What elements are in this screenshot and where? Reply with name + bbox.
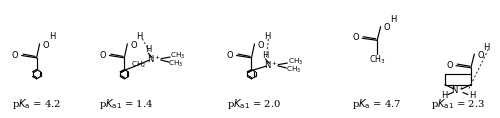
Text: O: O bbox=[226, 51, 234, 60]
Text: O: O bbox=[100, 51, 106, 60]
Text: O: O bbox=[477, 51, 484, 60]
Text: H: H bbox=[390, 15, 396, 24]
Text: p$K_\mathrm{a}$ = 4.2: p$K_\mathrm{a}$ = 4.2 bbox=[12, 97, 61, 112]
Text: H: H bbox=[49, 32, 55, 41]
Text: H: H bbox=[483, 43, 490, 52]
Text: H: H bbox=[262, 51, 268, 60]
Text: p$K_\mathrm{a1}$ = 1.4: p$K_\mathrm{a1}$ = 1.4 bbox=[99, 97, 154, 112]
Text: CH$_3$: CH$_3$ bbox=[286, 65, 301, 75]
Text: CH$_3$: CH$_3$ bbox=[170, 51, 186, 61]
Text: CH$_3$: CH$_3$ bbox=[288, 57, 303, 67]
Text: O: O bbox=[12, 51, 18, 60]
Text: CH$_3$: CH$_3$ bbox=[168, 59, 184, 69]
Text: O: O bbox=[384, 23, 390, 32]
Text: CH$_2$: CH$_2$ bbox=[130, 59, 146, 70]
Text: H: H bbox=[441, 91, 447, 100]
Text: O: O bbox=[257, 40, 264, 50]
Text: H: H bbox=[468, 91, 475, 100]
Text: H: H bbox=[264, 32, 270, 41]
Text: p$K_\mathrm{a}$ = 4.7: p$K_\mathrm{a}$ = 4.7 bbox=[352, 97, 402, 112]
Text: p$K_\mathrm{a1}$ = 2.0: p$K_\mathrm{a1}$ = 2.0 bbox=[227, 97, 281, 112]
Text: p$K_\mathrm{a1}$ = 2.3: p$K_\mathrm{a1}$ = 2.3 bbox=[432, 97, 486, 112]
Text: N$^+$: N$^+$ bbox=[264, 59, 278, 71]
Text: O: O bbox=[130, 40, 136, 50]
Text: H: H bbox=[145, 45, 152, 54]
Text: O: O bbox=[446, 61, 453, 70]
Text: O: O bbox=[42, 40, 49, 50]
Text: H: H bbox=[136, 32, 143, 41]
Text: CH$_3$: CH$_3$ bbox=[368, 53, 386, 66]
Text: O: O bbox=[352, 33, 359, 42]
Text: N$^+$: N$^+$ bbox=[147, 53, 161, 65]
Text: N$^+$: N$^+$ bbox=[451, 85, 465, 96]
